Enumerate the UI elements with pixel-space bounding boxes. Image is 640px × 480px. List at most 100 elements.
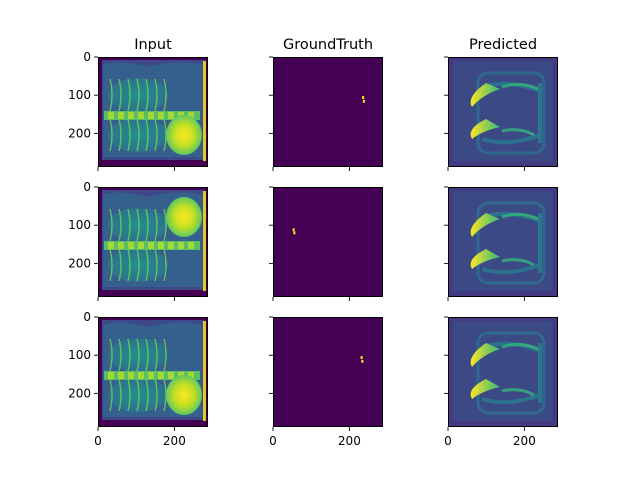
rib-line: [136, 78, 140, 112]
vertebra: [188, 112, 194, 119]
x-tick-label: 0: [269, 434, 277, 448]
faint-structure: [481, 393, 541, 405]
lower-lung: [108, 378, 168, 412]
y-tick-label: 0: [83, 50, 91, 64]
edge-highlight: [203, 191, 206, 291]
rib-line: [163, 78, 167, 112]
axes-frame: [448, 57, 558, 167]
rib-line: [145, 78, 149, 112]
prediction-region: [453, 321, 553, 421]
vertebra: [158, 112, 164, 119]
vertebra: [108, 242, 114, 249]
vertebra: [118, 112, 124, 119]
vertebra: [138, 112, 144, 119]
rib-line: [109, 338, 113, 372]
rib-line: [163, 248, 167, 282]
ground-truth-mark: [360, 355, 363, 359]
faint-structure: [481, 263, 541, 275]
y-tick-label: 100: [68, 88, 91, 102]
panel-r0-c2: [444, 56, 558, 171]
predicted-edge: [501, 342, 539, 351]
ground-truth-mark: [361, 359, 364, 363]
rib-line: [154, 338, 158, 372]
rib-line: [109, 208, 113, 242]
rib-line: [136, 248, 140, 282]
rib-line: [127, 78, 131, 112]
heart-region: [166, 115, 202, 155]
vertebra: [158, 372, 164, 379]
upper-lung: [108, 338, 168, 372]
edge-highlight: [203, 321, 206, 421]
rib-line: [127, 208, 131, 242]
vertebra: [158, 242, 164, 249]
rib-line: [154, 208, 158, 242]
rib-line: [145, 338, 149, 372]
faint-outline: [476, 201, 546, 285]
lower-lung: [108, 248, 168, 282]
y-tick-label: 200: [68, 256, 91, 270]
vertebra: [188, 242, 194, 249]
axes-frame: [273, 187, 383, 297]
faint-structure: [481, 133, 541, 145]
vertebra: [168, 242, 174, 249]
panel-r2-c1: [269, 316, 383, 431]
rib-line: [136, 338, 140, 372]
rib-line: [127, 378, 131, 412]
faint-outline: [476, 71, 546, 155]
ground-truth-mark: [292, 228, 295, 232]
panel-r1-c2: [444, 186, 558, 301]
vertebra: [138, 372, 144, 379]
rib-line: [163, 338, 167, 372]
rib-line: [145, 248, 149, 282]
image-background: [273, 317, 383, 427]
column-title: GroundTruth: [283, 37, 373, 53]
vertebra: [128, 372, 134, 379]
lower-lung: [108, 118, 168, 152]
heart-region: [166, 375, 202, 415]
predicted-edge: [538, 343, 542, 403]
y-tick-label: 100: [68, 218, 91, 232]
panel-r1-c1: [269, 186, 383, 301]
predicted-edge: [538, 83, 542, 143]
vertebra: [148, 112, 154, 119]
x-tick-label: 200: [513, 434, 536, 448]
panel-r0-c0: [94, 56, 208, 171]
ground-truth-mark: [362, 95, 365, 99]
prediction-region: [453, 61, 553, 161]
rib-line: [109, 78, 113, 112]
edge-highlight: [203, 61, 206, 161]
vertebra: [128, 242, 134, 249]
ground-truth-mark: [362, 99, 365, 103]
rib-line: [154, 248, 158, 282]
predicted-edge: [538, 213, 542, 273]
vertebra: [108, 112, 114, 119]
panel-r0-c1: [269, 56, 383, 171]
axes-frame: [273, 57, 383, 167]
vertebra: [148, 242, 154, 249]
predicted-edge: [501, 82, 539, 91]
y-tick-label: 100: [68, 348, 91, 362]
vertebra: [178, 242, 184, 249]
upper-lung: [108, 78, 168, 112]
rib-line: [127, 118, 131, 152]
heart-region: [166, 197, 202, 237]
predicted-edge: [501, 258, 535, 267]
axes-frame: [273, 317, 383, 427]
column-title: Input: [134, 37, 172, 53]
axes-frame: [98, 317, 208, 427]
image-background: [273, 57, 383, 167]
rib-line: [118, 338, 122, 372]
column-title: Predicted: [469, 37, 537, 53]
x-tick-label: 200: [163, 434, 186, 448]
rib-line: [136, 378, 140, 412]
rib-line: [154, 78, 158, 112]
axes-frame: [98, 57, 208, 167]
axes-frame: [448, 187, 558, 297]
rib-line: [163, 208, 167, 242]
vertebra: [118, 242, 124, 249]
y-tick-label: 200: [68, 386, 91, 400]
rib-line: [118, 78, 122, 112]
y-tick-label: 0: [83, 180, 91, 194]
predicted-crescent: [470, 119, 500, 139]
